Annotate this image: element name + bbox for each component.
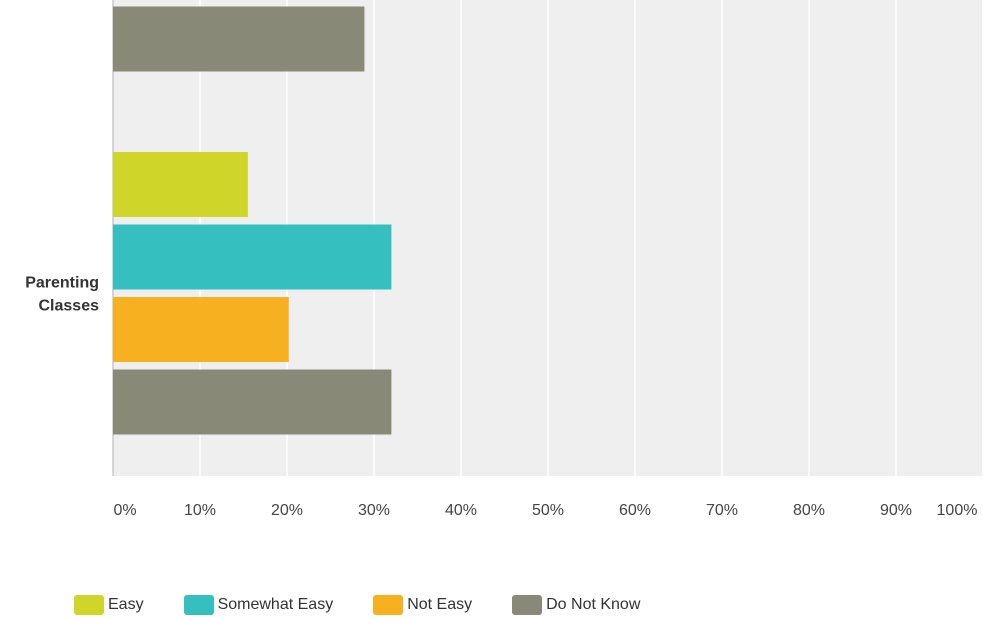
x-tick-label: 80% — [793, 502, 825, 519]
bar-do-not-know — [113, 6, 365, 72]
x-tick-label: 60% — [619, 502, 651, 519]
legend-label: Easy — [108, 596, 144, 613]
bars — [113, 6, 392, 435]
legend-item: Easy — [74, 595, 144, 615]
x-axis-ticks: 0% 10% 20% 30% 40% 50% 60% 70% 80% 90% 100% — [113, 502, 977, 519]
legend-item: Somewhat Easy — [183, 595, 334, 615]
legend: Easy Somewhat Easy Not Easy Do Not Know — [74, 592, 680, 618]
x-tick-label: 100% — [937, 502, 978, 519]
legend-item: Not Easy — [373, 595, 472, 615]
x-tick-label: 30% — [358, 502, 390, 519]
legend-swatch — [183, 595, 214, 615]
x-tick-label: 70% — [706, 502, 738, 519]
bar-somewhat-easy — [113, 224, 392, 290]
legend-label: Do Not Know — [546, 596, 641, 613]
y-category-label: Parenting Classes — [25, 275, 99, 315]
x-tick-label: 20% — [271, 502, 303, 519]
legend-swatch — [74, 595, 104, 615]
x-tick-label: 50% — [532, 502, 564, 519]
x-tick-label: 10% — [184, 502, 216, 519]
bar-easy — [113, 152, 248, 217]
bar-do-not-know — [113, 369, 392, 435]
legend-swatch — [512, 595, 543, 615]
legend-label: Somewhat Easy — [217, 596, 334, 613]
legend-item: Do Not Know — [512, 595, 640, 615]
legend-swatch — [373, 595, 404, 615]
x-tick-label: 40% — [445, 502, 477, 519]
bar-not-easy — [113, 297, 289, 362]
y-axis-categories: Parenting Classes — [25, 275, 99, 315]
x-tick-label: 90% — [880, 502, 912, 519]
legend-label: Not Easy — [407, 596, 473, 613]
x-tick-label: 0% — [113, 502, 136, 519]
